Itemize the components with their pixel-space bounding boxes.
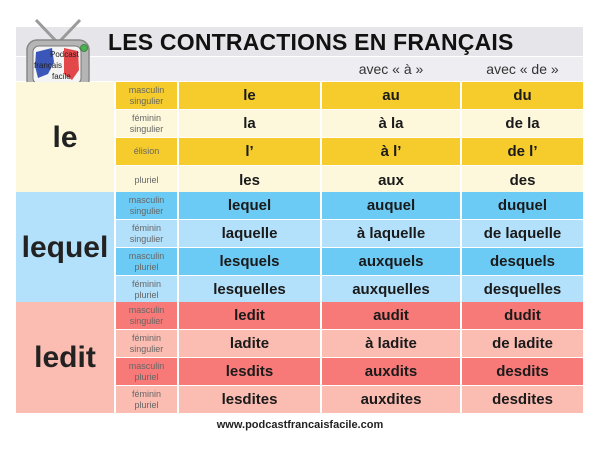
table-cell: lequel (179, 192, 320, 219)
footer-website: www.podcastfrancaisfacile.com (216, 419, 384, 431)
table-cell: de laquelle (462, 220, 583, 247)
row-category-line1: féminin (131, 222, 161, 233)
row-category-line2: pluriel (134, 289, 159, 300)
title-bar (16, 27, 583, 56)
column-header-de: avec « de » (462, 57, 583, 81)
column-header-a: avec « à » (322, 57, 460, 81)
row-category-label: masculin singulier (116, 302, 177, 329)
row-category-line1: féminin (131, 332, 161, 343)
table-cell: aux (322, 166, 460, 194)
table-cell: dudit (462, 302, 583, 329)
table-cell: desdits (462, 358, 583, 385)
table-cell: de l’ (462, 138, 583, 165)
row-category-line1: masculin (128, 250, 165, 261)
row-category-line2: singulier (129, 95, 164, 106)
row-category-line2: singulier (129, 343, 164, 354)
table-cell: à laquelle (322, 220, 460, 247)
table-cell: auquel (322, 192, 460, 219)
row-category-line1: féminin (131, 112, 161, 123)
table-cell: à ladite (322, 330, 460, 357)
table-cell: les (179, 166, 320, 194)
row-category-label: féminin singulier (116, 110, 177, 137)
row-category-label: féminin singulier (116, 220, 177, 247)
row-category-line2: singulier (129, 123, 164, 134)
row-category-label: féminin pluriel (116, 276, 177, 303)
group-label-ledit: ledit (16, 302, 114, 413)
row-category-label: élision (116, 138, 177, 165)
row-category-label: féminin singulier (116, 330, 177, 357)
group-label-lequel: lequel (16, 192, 114, 303)
row-category-line1: masculin (128, 360, 165, 371)
table-cell: de la (462, 110, 583, 137)
row-category-line1: masculin (128, 304, 165, 315)
row-category-line2: singulier (129, 315, 164, 326)
row-category-line2: pluriel (134, 261, 159, 272)
table-cell: auxdits (322, 358, 460, 385)
group-label-le: le (16, 82, 114, 194)
table-cell: de ladite (462, 330, 583, 357)
table-cell: auxdites (322, 386, 460, 413)
table-cell: le (179, 82, 320, 109)
table-cell: desdites (462, 386, 583, 413)
table-cell: desquels (462, 248, 583, 275)
table-cell: lesdites (179, 386, 320, 413)
table-cell: ladite (179, 330, 320, 357)
row-category-label: masculin singulier (116, 82, 177, 109)
table-cell: audit (322, 302, 460, 329)
table-cell: duquel (462, 192, 583, 219)
row-category-label: pluriel (116, 166, 177, 194)
table-cell: laquelle (179, 220, 320, 247)
table-cell: la (179, 110, 320, 137)
table-cell: à la (322, 110, 460, 137)
row-category-line2: singulier (129, 233, 164, 244)
row-category-label: masculin singulier (116, 192, 177, 219)
table-cell: auxquels (322, 248, 460, 275)
table-cell: lesquels (179, 248, 320, 275)
row-category-line1: élision (133, 146, 160, 156)
table-cell: desquelles (462, 276, 583, 303)
row-category-line1: féminin (131, 278, 161, 289)
row-category-line1: masculin (128, 194, 165, 205)
table-cell: l’ (179, 138, 320, 165)
row-category-label: masculin pluriel (116, 358, 177, 385)
table-cell: ledit (179, 302, 320, 329)
table-cell: lesquelles (179, 276, 320, 303)
svg-text:français: français (34, 61, 62, 70)
row-category-label: masculin pluriel (116, 248, 177, 275)
row-category-line1: féminin (131, 388, 161, 399)
row-category-line2: singulier (129, 205, 164, 216)
column-header-base (179, 57, 320, 81)
svg-text:facile: facile (52, 72, 71, 81)
table-cell: au (322, 82, 460, 109)
row-category-line1: pluriel (134, 174, 159, 185)
row-category-line1: masculin (128, 84, 165, 95)
row-category-line2: pluriel (134, 371, 159, 382)
tv-logo-icon: Podcast français facile (24, 18, 94, 94)
row-category-line2: pluriel (134, 399, 159, 410)
table-cell: auxquelles (322, 276, 460, 303)
table-cell: du (462, 82, 583, 109)
svg-text:Podcast: Podcast (50, 50, 80, 59)
table-cell: lesdits (179, 358, 320, 385)
table-cell: à l’ (322, 138, 460, 165)
row-category-label: féminin pluriel (116, 386, 177, 413)
table-cell: des (462, 166, 583, 194)
page-title: LES CONTRACTIONS EN FRANÇAIS (108, 29, 514, 55)
